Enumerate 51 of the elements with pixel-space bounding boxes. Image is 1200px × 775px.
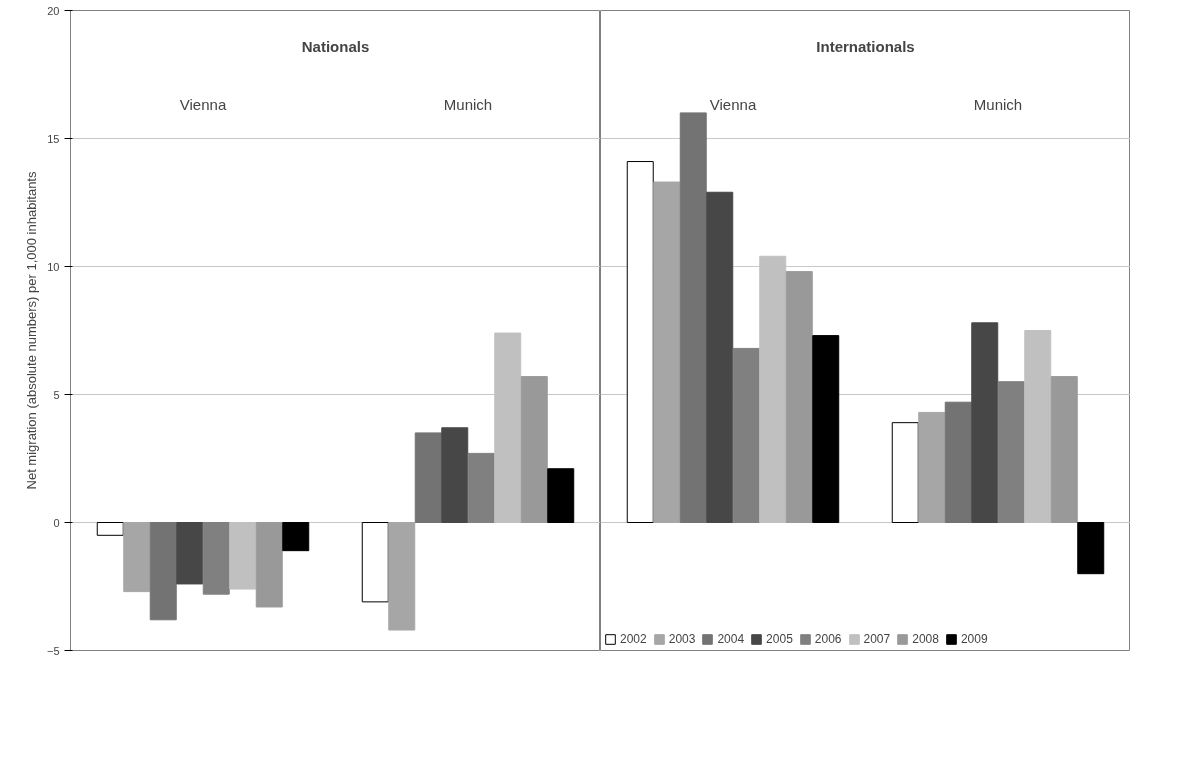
y-tick-label: 5 [53, 388, 60, 401]
y-tick-label: 10 [47, 260, 60, 273]
y-tick-label: −5 [46, 644, 60, 657]
bar [520, 376, 548, 523]
legend-label: 2006 [814, 632, 842, 646]
bar [229, 522, 257, 590]
bar [626, 161, 654, 523]
category-label: Munich [443, 95, 493, 113]
bar [202, 522, 230, 595]
bar [653, 181, 681, 523]
bar [997, 381, 1025, 523]
bar [706, 191, 734, 523]
bar [679, 112, 707, 523]
bar [414, 432, 442, 523]
bar [255, 522, 283, 608]
legend-label: 2007 [863, 632, 891, 646]
bar [732, 347, 760, 523]
bar [547, 468, 575, 523]
y-axis-title: Net migration (absolute numbers) per 1,000 inhabitants [23, 171, 39, 490]
y-tick-label: 20 [47, 4, 60, 17]
bar [149, 522, 177, 621]
legend-label: 2004 [717, 632, 745, 646]
y-tick-label: 0 [53, 516, 60, 529]
bar [891, 422, 919, 523]
legend-label: 2002 [620, 632, 647, 646]
legend-label: 2005 [766, 632, 793, 646]
category-label: Vienna [179, 95, 227, 113]
category-label: Munich [973, 95, 1023, 113]
bar [361, 522, 389, 603]
bar [282, 522, 310, 552]
bar [1077, 522, 1105, 575]
bar [1050, 376, 1078, 523]
y-tick-label: 15 [47, 132, 60, 145]
text: Nationals [301, 38, 370, 56]
bar [388, 522, 416, 631]
bar [971, 322, 999, 523]
bar [812, 335, 840, 523]
bar [96, 522, 124, 536]
bar [1024, 330, 1052, 523]
bar [441, 427, 469, 523]
category-label: Vienna [709, 95, 757, 113]
bar [918, 411, 946, 523]
bar [785, 271, 813, 523]
bar [176, 522, 204, 585]
bar [467, 452, 495, 523]
bar [944, 401, 972, 523]
legend-label: 2009 [960, 632, 988, 646]
legend-label: 2003 [668, 632, 696, 646]
bar [123, 522, 151, 593]
legend-label: 2008 [912, 632, 939, 646]
text: Internationals [816, 38, 915, 56]
